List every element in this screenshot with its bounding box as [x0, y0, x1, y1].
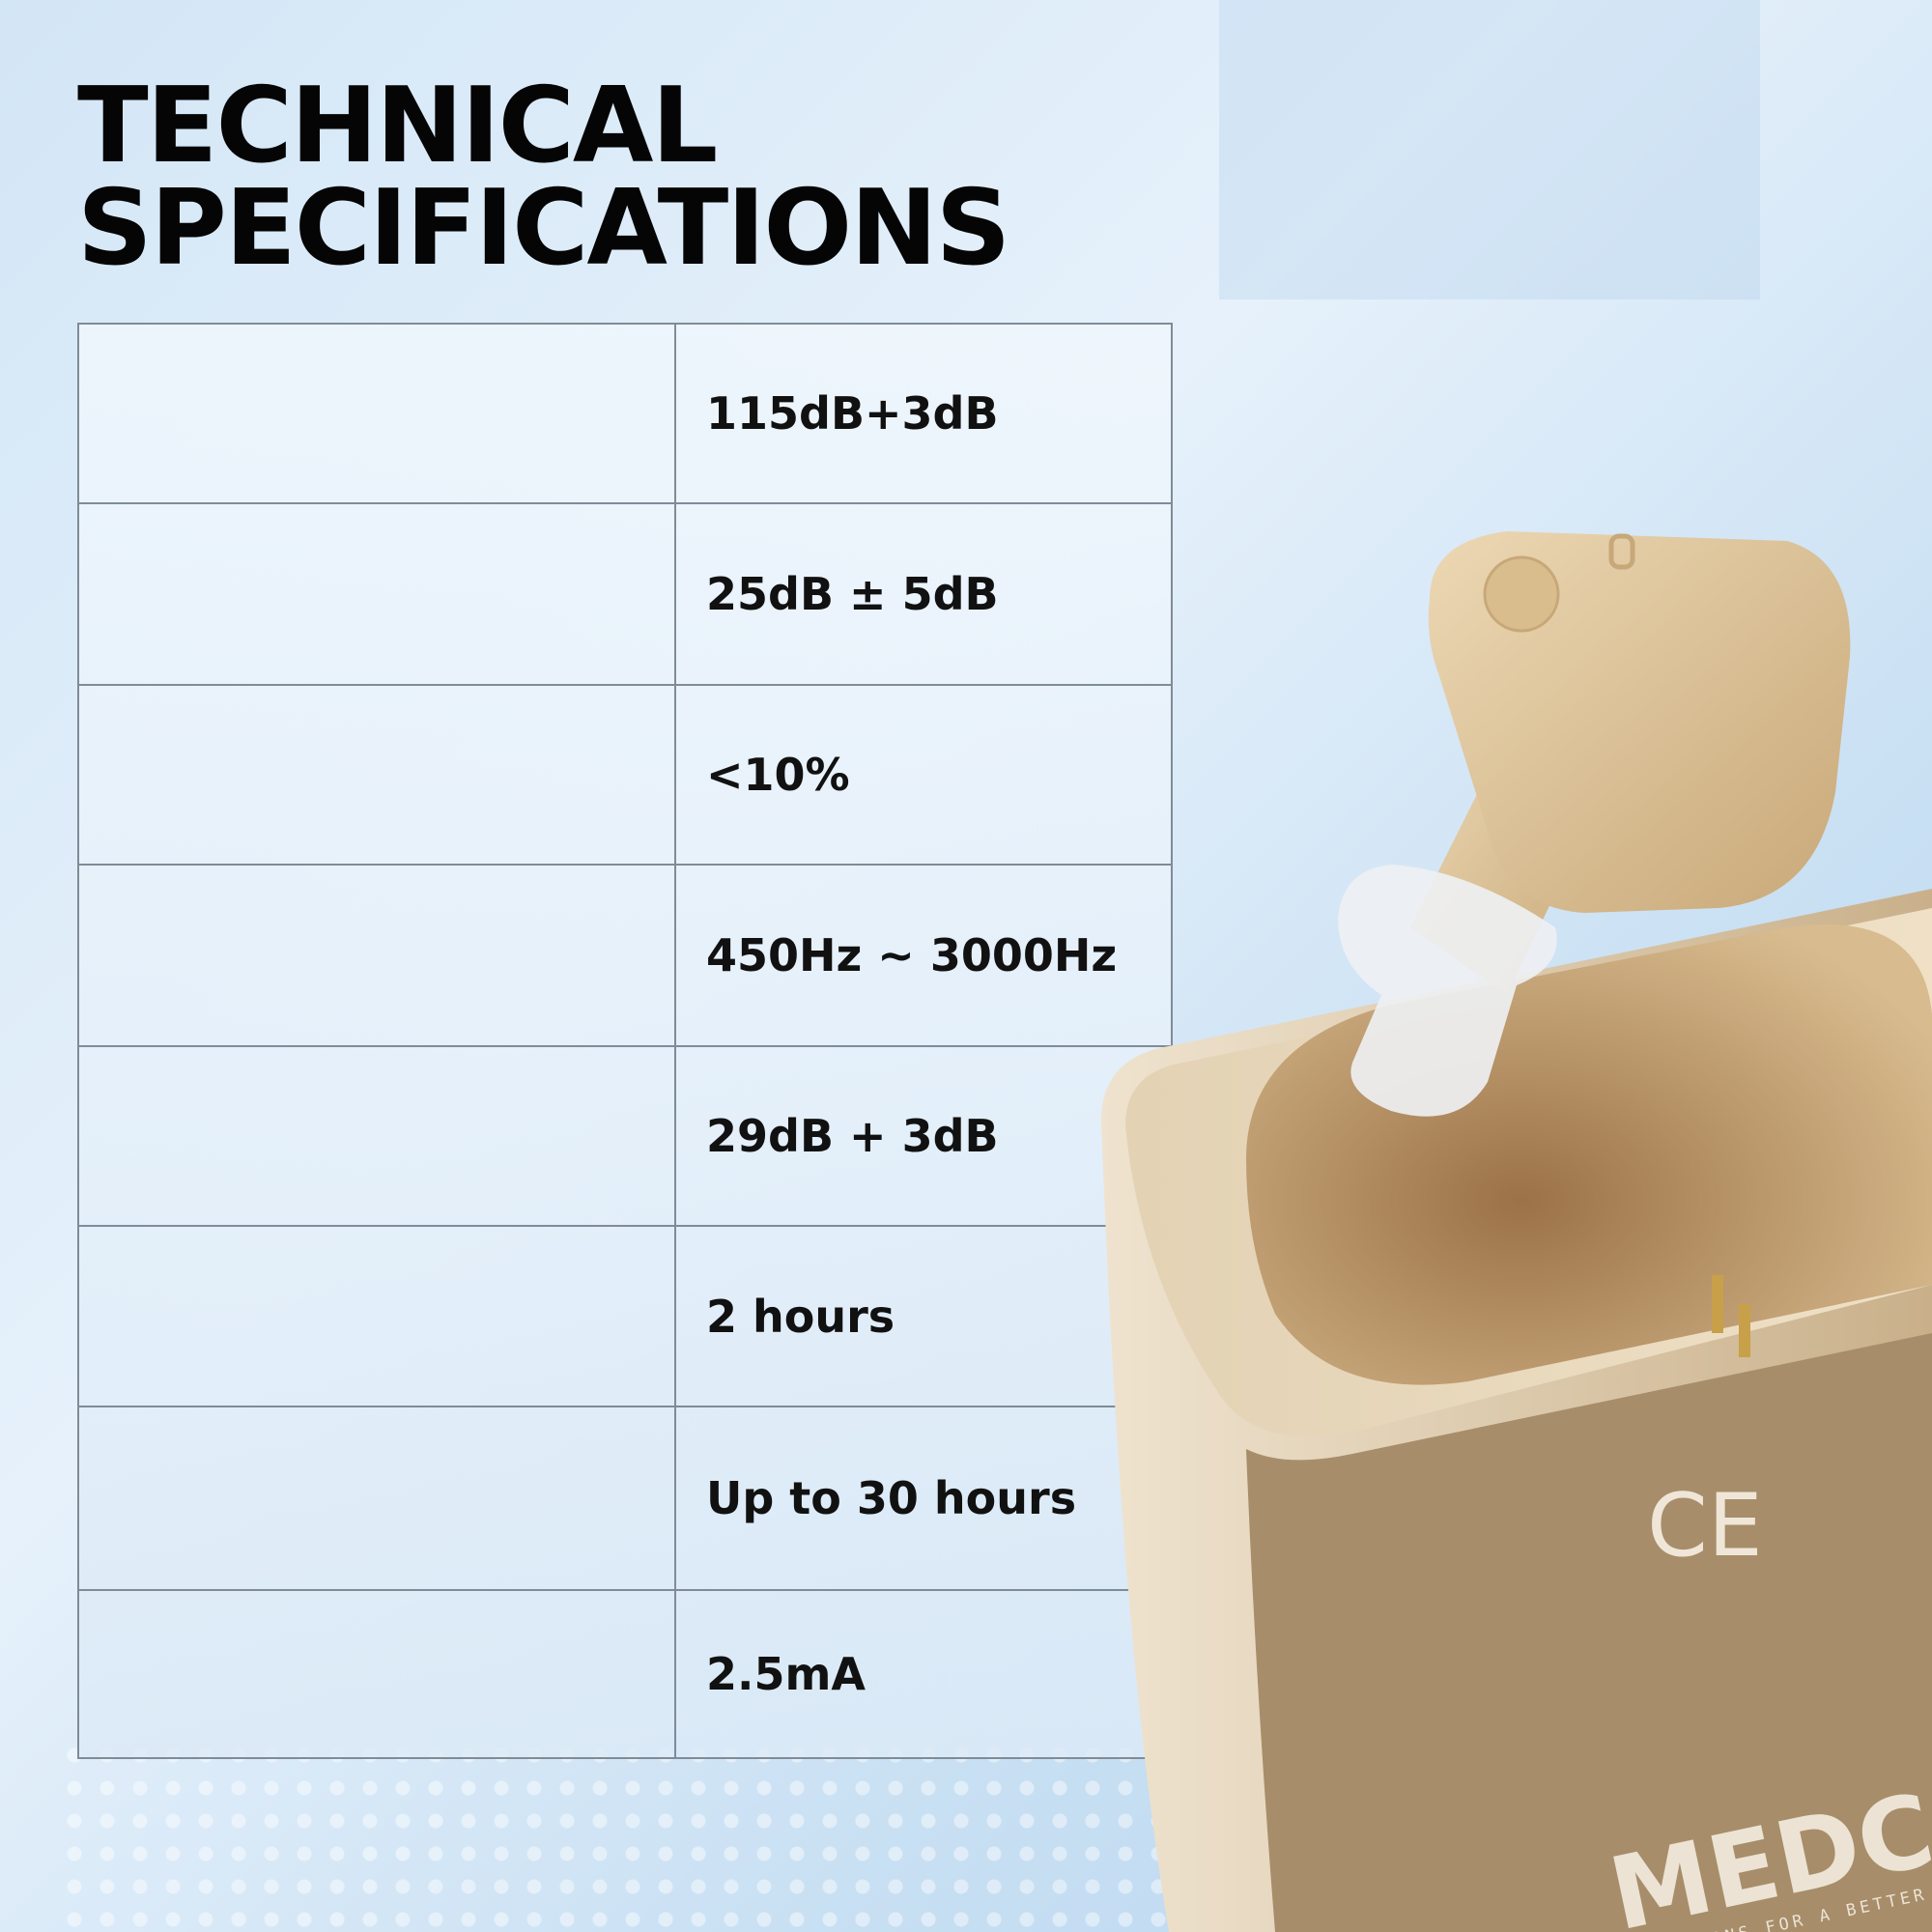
spec-value: 2.5mA — [674, 1589, 1173, 1759]
decorative-dots — [58, 1739, 1217, 1932]
table-row: 25dB ± 5dB — [77, 502, 1173, 686]
table-row: 450Hz ~ 3000Hz — [77, 864, 1173, 1047]
spec-value: 25dB ± 5dB — [674, 502, 1173, 686]
title-line-2: SPECIFICATIONS — [77, 168, 1010, 289]
spec-label — [77, 864, 676, 1047]
spec-value: 29dB + 3dB — [674, 1045, 1173, 1227]
ce-mark: CE — [1647, 1475, 1763, 1577]
charging-pin — [1712, 1275, 1723, 1333]
svg-text:MEDCA: MEDCA — [1600, 1754, 1932, 1932]
spec-label — [77, 1589, 676, 1759]
table-row: 29dB + 3dB — [77, 1045, 1173, 1227]
ear-dome — [1338, 865, 1557, 1117]
spec-value: 115dB+3dB — [674, 323, 1173, 504]
table-row: Up to 30 hours — [77, 1406, 1173, 1591]
background-panel — [1219, 0, 1760, 299]
spec-label — [77, 1406, 676, 1591]
spec-label — [77, 1045, 676, 1227]
charging-pin — [1739, 1304, 1750, 1357]
table-row: 2 hours — [77, 1225, 1173, 1407]
spec-value: <10% — [674, 684, 1173, 866]
spec-label — [77, 502, 676, 686]
table-row: <10% — [77, 684, 1173, 866]
table-row: 115dB+3dB — [77, 323, 1173, 504]
spec-value: 2 hours — [674, 1225, 1173, 1407]
volume-button-icon — [1483, 555, 1560, 633]
spec-label — [77, 1225, 676, 1407]
hearing-aid-device — [1338, 531, 1851, 1117]
spec-value: 450Hz ~ 3000Hz — [674, 864, 1173, 1047]
spec-value: Up to 30 hours — [674, 1406, 1173, 1591]
page-title: TECHNICAL SPECIFICATIONS — [77, 74, 1010, 281]
spec-label — [77, 323, 676, 504]
charging-case — [1101, 889, 1932, 1932]
svg-text:SOLUTIONS FOR A BETTER WORLD: SOLUTIONS FOR A BETTER WORLD — [1630, 1867, 1932, 1932]
medca-logo: MEDCA SOLUTIONS FOR A BETTER WORLD — [1600, 1754, 1932, 1932]
title-line-1: TECHNICAL — [77, 66, 718, 186]
spec-label — [77, 684, 676, 866]
table-row: 2.5mA — [77, 1589, 1173, 1759]
specs-table: 115dB+3dB 25dB ± 5dB <10% 450Hz ~ 3000Hz… — [77, 323, 1173, 1759]
